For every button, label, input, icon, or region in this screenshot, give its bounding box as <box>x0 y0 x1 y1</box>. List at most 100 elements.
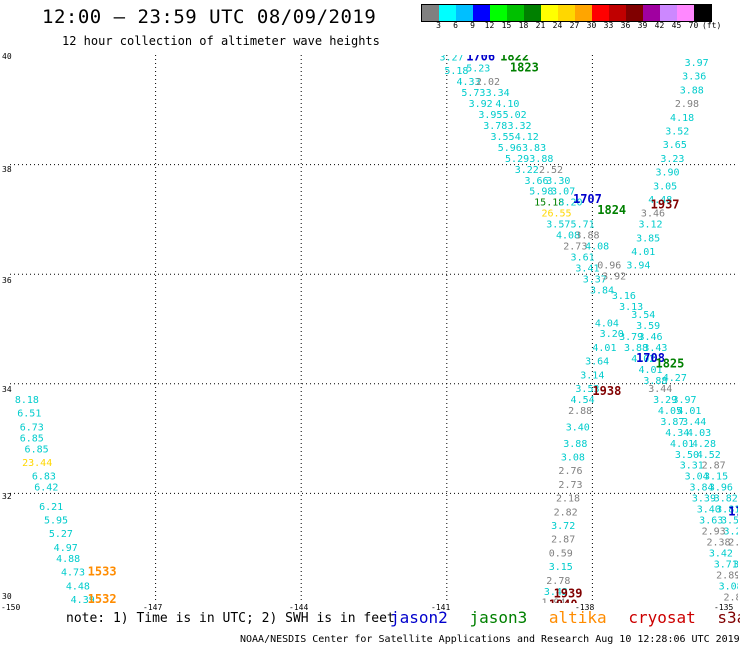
wave-height-value: 26.55 <box>541 209 571 220</box>
lon-label-144: -144 <box>289 603 309 612</box>
color-cell <box>609 5 626 21</box>
wave-height-value: 3.30 <box>546 176 570 187</box>
wave-height-value: 3.36 <box>682 72 706 83</box>
satellite-legend: jason2 jason3 altika cryosat s3a <box>390 608 740 627</box>
color-cell <box>524 5 541 21</box>
wave-height-value: 3.92 <box>602 272 626 283</box>
wave-height-value: 4.10 <box>495 99 519 110</box>
wave-height-value: 2.87 <box>551 535 575 546</box>
wave-height-value: 3.13 <box>619 302 643 313</box>
wave-height-value: 4.48 <box>66 581 90 592</box>
wave-height-value: 3.29 <box>653 395 677 406</box>
wave-height-value: 2.82 <box>554 507 578 518</box>
wave-height-value: 2.8 <box>736 570 738 581</box>
wave-height-value: 3.37 <box>583 274 607 285</box>
wave-height-value: 3.07 <box>551 187 575 198</box>
color-cell <box>439 5 456 21</box>
wave-height-value: 3.78 <box>483 121 507 132</box>
wave-height-value: 5.27 <box>49 529 73 540</box>
wave-height-value: 2.02 <box>476 77 500 88</box>
wave-height-value: 6.42 <box>34 483 58 494</box>
color-threshold-label: 18 <box>518 21 529 30</box>
wave-height-value: 3.53 <box>575 384 599 395</box>
color-cell <box>507 5 524 21</box>
color-threshold-label: 9 <box>470 21 475 30</box>
lat-label-32: 32 <box>2 492 12 501</box>
color-cell <box>643 5 660 21</box>
wave-height-value: 3.44 <box>682 417 706 428</box>
wave-height-value: 3.7 <box>733 559 738 570</box>
wave-height-value: 8.18 <box>15 395 39 406</box>
wave-height-value: 4.08 <box>556 231 580 242</box>
pass-time-label: 1824 <box>597 203 626 217</box>
wave-height-value: 3.88 <box>563 439 587 450</box>
lat-label-36: 36 <box>2 276 12 285</box>
wave-height-value: 3.88 <box>529 154 553 165</box>
wave-height-value: 5.98 <box>529 187 553 198</box>
wave-height-value: 6.83 <box>32 472 56 483</box>
pass-time-label: 1938 <box>592 384 621 398</box>
wave-height-value: 2.87 <box>702 461 726 472</box>
wave-height-value: 3.95 <box>478 110 502 121</box>
wave-height-value: 15.18 <box>534 198 564 209</box>
wave-height-value: 4.18 <box>670 113 694 124</box>
wave-height-value: 4.01 <box>670 439 694 450</box>
color-threshold-label: 15 <box>501 21 512 30</box>
pass-time-label: 1823 <box>510 60 539 74</box>
wave-height-value: 2.76 <box>558 466 582 477</box>
wave-height-value: 5.71 <box>571 220 595 231</box>
wave-height-value: 3.26 <box>723 527 738 538</box>
wave-height-value: 3.66 <box>524 176 548 187</box>
color-cell <box>694 5 711 21</box>
color-scale-bar <box>421 4 712 22</box>
color-cell <box>660 5 677 21</box>
pass-time-label: 1532 <box>88 592 117 603</box>
lon-label-147: -147 <box>143 603 163 612</box>
wave-height-value: 6.73 <box>20 422 44 433</box>
wave-height-value: 3.46 <box>639 332 663 343</box>
wave-height-value: 3.72 <box>551 521 575 532</box>
wave-height-value: 5.18 <box>444 66 468 77</box>
wave-height-value: 3.83 <box>522 143 546 154</box>
wave-height-value: 4.12 <box>515 132 539 143</box>
wave-height-value: 4.54 <box>571 395 595 406</box>
wave-height-value: 4.52 <box>697 450 721 461</box>
color-threshold-label: 36 <box>620 21 631 30</box>
wave-height-value: 3.40 <box>566 422 590 433</box>
color-threshold-label: 39 <box>637 21 648 30</box>
color-threshold-label: 27 <box>569 21 580 30</box>
wave-height-value: 3.59 <box>636 321 660 332</box>
wave-height-value: 3.32 <box>507 121 531 132</box>
wave-height-value: 3.42 <box>709 548 733 559</box>
wave-height-value: 3.88 <box>624 343 648 354</box>
pass-time-label: 1707 <box>573 192 602 206</box>
sat-s3a: s3a <box>717 608 740 627</box>
wave-height-value: 3.97 <box>672 395 696 406</box>
wave-height-value: 3.50 <box>675 450 699 461</box>
wave-height-value: 3.20 <box>558 198 582 209</box>
color-cell <box>626 5 643 21</box>
lat-label-38: 38 <box>2 165 12 174</box>
wave-height-value: 2.78 <box>546 576 570 587</box>
sat-jason3: jason3 <box>469 608 528 627</box>
wave-height-values: 8.186.516.736.856.8523.446.836.426.215.9… <box>15 55 738 603</box>
lat-label-40: 40 <box>2 52 12 61</box>
wave-height-value: 4.01 <box>631 247 655 258</box>
wave-height-value: 2.73 <box>558 480 582 491</box>
footer-credit: NOAA/NESDIS Center for Satellite Applica… <box>240 634 740 645</box>
wave-height-value: 5.95 <box>44 516 68 527</box>
pass-time-label: 1533 <box>88 565 117 579</box>
wave-height-value: 4.01 <box>592 343 616 354</box>
wave-height-value: 4.05 <box>658 406 682 417</box>
sat-jason2: jason2 <box>390 608 448 627</box>
color-cell <box>473 5 490 21</box>
wave-height-value: 3.57 <box>546 220 570 231</box>
color-cell <box>558 5 575 21</box>
wave-height-value: 2.38 <box>706 537 730 548</box>
wave-height-value: 2.52 <box>539 165 563 176</box>
color-threshold-label: 33 <box>603 21 614 30</box>
sat-altika: altika <box>548 608 607 627</box>
color-cell <box>592 5 609 21</box>
wave-height-value: 3.81 <box>716 505 738 516</box>
wave-height-value: 3.08 <box>561 453 585 464</box>
